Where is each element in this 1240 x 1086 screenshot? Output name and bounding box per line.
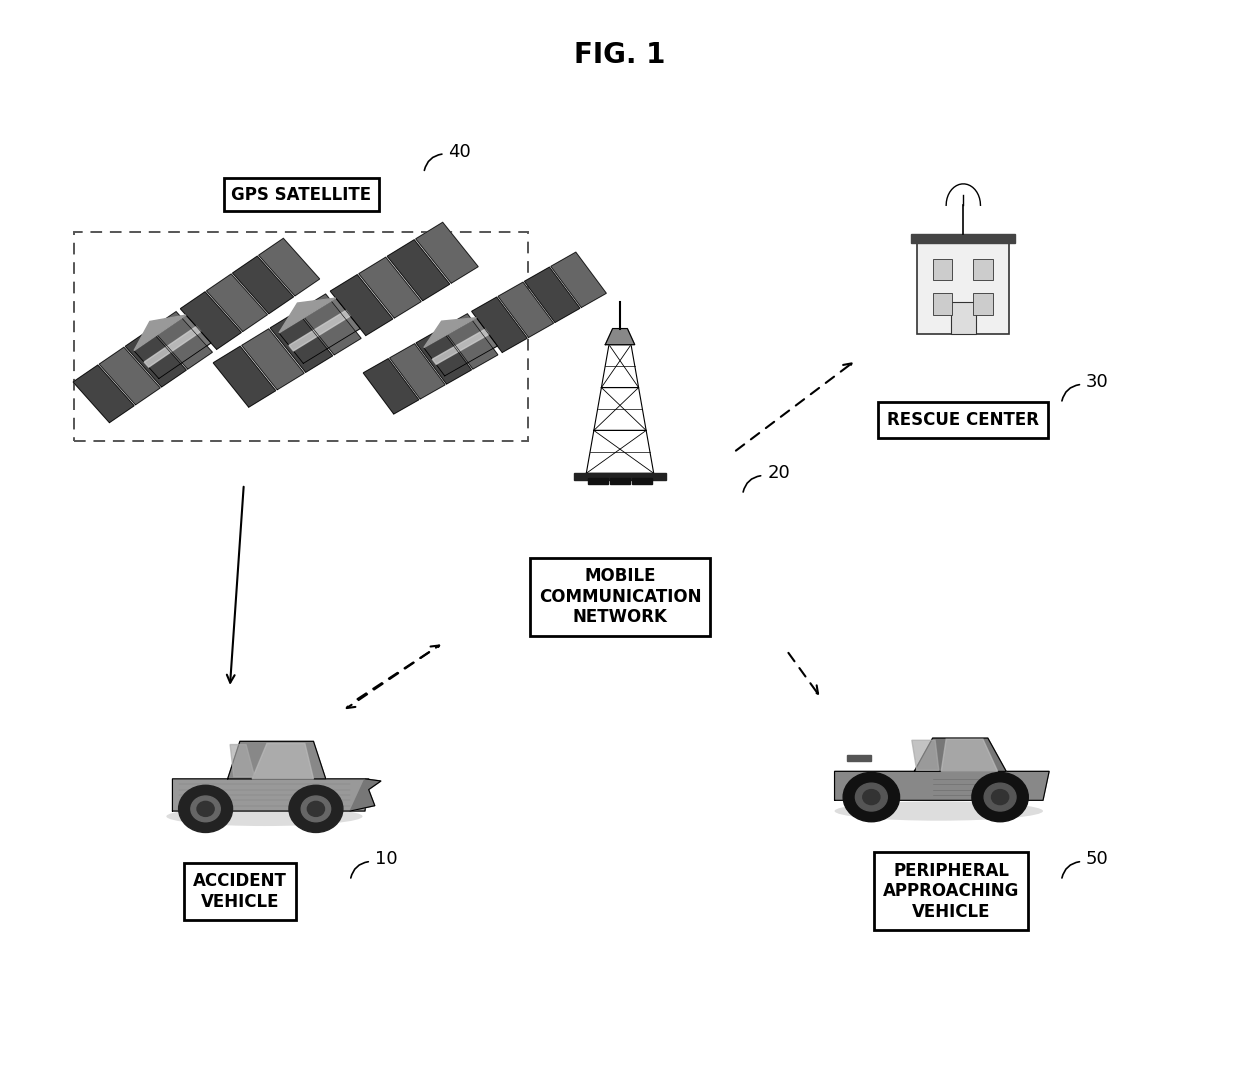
FancyBboxPatch shape	[932, 258, 952, 280]
FancyBboxPatch shape	[973, 293, 993, 315]
Polygon shape	[270, 312, 332, 372]
Polygon shape	[588, 478, 608, 484]
Polygon shape	[498, 282, 553, 338]
Circle shape	[197, 801, 215, 817]
Polygon shape	[172, 779, 368, 811]
Text: MOBILE
COMMUNICATION
NETWORK: MOBILE COMMUNICATION NETWORK	[538, 567, 702, 627]
Polygon shape	[610, 478, 630, 484]
Polygon shape	[181, 292, 242, 350]
Polygon shape	[363, 358, 419, 414]
Polygon shape	[914, 738, 1006, 771]
Polygon shape	[443, 314, 497, 369]
Circle shape	[191, 796, 221, 822]
Text: 10: 10	[374, 850, 397, 869]
Circle shape	[856, 783, 888, 811]
Polygon shape	[99, 348, 160, 405]
Circle shape	[308, 801, 325, 817]
Text: PERIPHERAL
APPROACHING
VEHICLE: PERIPHERAL APPROACHING VEHICLE	[883, 861, 1019, 921]
Text: FIG. 1: FIG. 1	[574, 41, 666, 70]
Text: GPS SATELLITE: GPS SATELLITE	[231, 186, 371, 203]
Text: 50: 50	[1086, 850, 1109, 869]
Circle shape	[179, 785, 233, 833]
FancyBboxPatch shape	[973, 258, 993, 280]
Polygon shape	[213, 346, 275, 407]
Polygon shape	[587, 430, 653, 473]
Polygon shape	[233, 256, 294, 314]
Polygon shape	[911, 741, 939, 770]
Polygon shape	[605, 329, 635, 344]
Circle shape	[863, 790, 880, 805]
Polygon shape	[433, 329, 489, 364]
Polygon shape	[471, 298, 527, 352]
Polygon shape	[632, 478, 652, 484]
Polygon shape	[847, 755, 872, 760]
Polygon shape	[551, 252, 606, 307]
Circle shape	[289, 785, 343, 833]
Text: ACCIDENT
VEHICLE: ACCIDENT VEHICLE	[193, 872, 286, 911]
Polygon shape	[594, 388, 646, 430]
FancyBboxPatch shape	[918, 243, 1009, 333]
Text: 40: 40	[449, 142, 471, 161]
Polygon shape	[424, 318, 497, 376]
FancyBboxPatch shape	[951, 302, 976, 333]
Polygon shape	[73, 365, 134, 422]
Polygon shape	[151, 312, 212, 369]
Polygon shape	[358, 257, 422, 318]
Polygon shape	[417, 329, 471, 384]
Circle shape	[843, 772, 899, 822]
Polygon shape	[525, 267, 580, 323]
Polygon shape	[574, 473, 666, 480]
Polygon shape	[330, 275, 393, 336]
Polygon shape	[231, 745, 254, 776]
FancyBboxPatch shape	[932, 293, 952, 315]
Polygon shape	[125, 329, 186, 387]
Polygon shape	[242, 329, 304, 390]
Circle shape	[985, 783, 1016, 811]
Polygon shape	[424, 318, 476, 348]
Polygon shape	[601, 344, 639, 388]
Polygon shape	[289, 311, 350, 351]
Polygon shape	[279, 298, 336, 333]
Polygon shape	[387, 240, 450, 301]
Polygon shape	[835, 771, 1049, 800]
Polygon shape	[299, 294, 361, 355]
Ellipse shape	[835, 801, 1043, 821]
Polygon shape	[279, 298, 361, 364]
Text: RESCUE CENTER: RESCUE CENTER	[888, 411, 1039, 429]
Circle shape	[972, 772, 1028, 822]
Polygon shape	[207, 274, 268, 331]
Polygon shape	[228, 742, 326, 779]
Polygon shape	[252, 744, 314, 779]
Ellipse shape	[166, 807, 362, 826]
Polygon shape	[911, 235, 1016, 243]
Polygon shape	[941, 740, 998, 771]
Polygon shape	[134, 315, 186, 351]
Polygon shape	[134, 315, 211, 379]
Circle shape	[301, 796, 331, 822]
Circle shape	[992, 790, 1008, 805]
Polygon shape	[415, 223, 479, 283]
Text: 20: 20	[768, 465, 790, 482]
Polygon shape	[389, 344, 445, 399]
Polygon shape	[144, 327, 201, 367]
Polygon shape	[259, 239, 320, 295]
Text: 30: 30	[1086, 374, 1109, 391]
Polygon shape	[350, 779, 381, 811]
